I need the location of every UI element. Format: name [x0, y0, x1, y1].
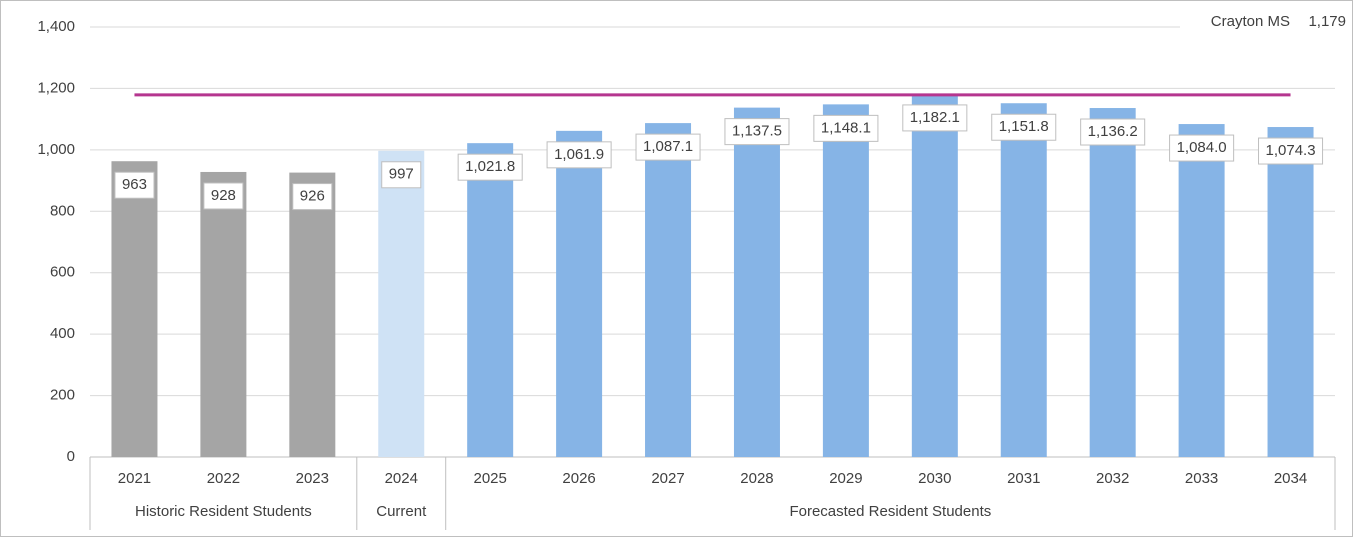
value-label: 997 [389, 166, 414, 183]
group-label: Current [376, 503, 427, 520]
x-tick-label: 2024 [385, 470, 418, 487]
bar [1089, 108, 1136, 457]
x-tick-label: 2026 [562, 470, 595, 487]
x-tick-label: 2028 [740, 470, 773, 487]
value-label: 1,087.1 [643, 138, 693, 155]
value-label-box [991, 113, 1057, 141]
bar [111, 161, 158, 457]
reference-label-bg [1180, 12, 1350, 34]
value-label-box [457, 153, 523, 181]
bar [1000, 103, 1047, 458]
value-label: 1,137.5 [732, 123, 782, 140]
y-tick-label: 200 [50, 387, 75, 404]
value-label: 963 [122, 176, 147, 193]
bar [378, 150, 425, 457]
reference-value-label: 1,179 [1308, 13, 1346, 30]
value-label-box [1080, 118, 1146, 146]
bar [733, 107, 780, 457]
y-tick-label: 1,000 [37, 141, 75, 158]
value-label: 1,084.0 [1177, 139, 1227, 156]
x-tick-label: 2030 [918, 470, 951, 487]
value-label: 1,182.1 [910, 109, 960, 126]
bar [911, 93, 958, 458]
value-label-box [203, 182, 244, 210]
bar [1178, 124, 1225, 458]
value-label-box [813, 114, 879, 142]
x-tick-label: 2021 [118, 470, 151, 487]
bar [200, 171, 247, 457]
value-label: 1,136.2 [1088, 123, 1138, 140]
value-label-box [114, 171, 155, 199]
reference-label: Crayton MS [1211, 13, 1290, 30]
x-tick-label: 2029 [829, 470, 862, 487]
x-tick-label: 2031 [1007, 470, 1040, 487]
y-tick-label: 1,200 [37, 79, 75, 96]
group-label: Forecasted Resident Students [789, 503, 991, 520]
value-label-box [724, 118, 790, 146]
x-tick-label: 2027 [651, 470, 684, 487]
value-label: 926 [300, 188, 325, 205]
y-tick-label: 400 [50, 325, 75, 342]
bar [822, 104, 869, 457]
x-tick-label: 2023 [296, 470, 329, 487]
x-tick-label: 2032 [1096, 470, 1129, 487]
value-label-box [546, 141, 612, 169]
value-label: 1,074.3 [1266, 142, 1316, 159]
value-label: 1,148.1 [821, 119, 871, 136]
value-label-box [381, 161, 422, 189]
x-tick-label: 2025 [473, 470, 506, 487]
x-tick-label: 2033 [1185, 470, 1218, 487]
x-tick-label: 2022 [207, 470, 240, 487]
value-label-box [292, 183, 333, 211]
value-label-box [1258, 137, 1324, 165]
y-tick-label: 1,400 [37, 18, 75, 35]
x-tick-label: 2034 [1274, 470, 1307, 487]
bar [467, 143, 514, 457]
y-tick-label: 600 [50, 264, 75, 281]
value-label-box [1169, 134, 1235, 162]
bar [556, 130, 603, 457]
bar [645, 123, 692, 457]
bar [1267, 127, 1314, 457]
value-label: 1,151.8 [999, 118, 1049, 135]
bar [289, 172, 336, 458]
value-label: 928 [211, 187, 236, 204]
value-label-box [635, 133, 701, 161]
group-label: Historic Resident Students [135, 503, 312, 520]
y-tick-label: 800 [50, 202, 75, 219]
value-label: 1,061.9 [554, 146, 604, 163]
y-tick-label: 0 [67, 448, 75, 465]
value-label: 1,021.8 [465, 158, 515, 175]
value-label-box [902, 104, 968, 132]
